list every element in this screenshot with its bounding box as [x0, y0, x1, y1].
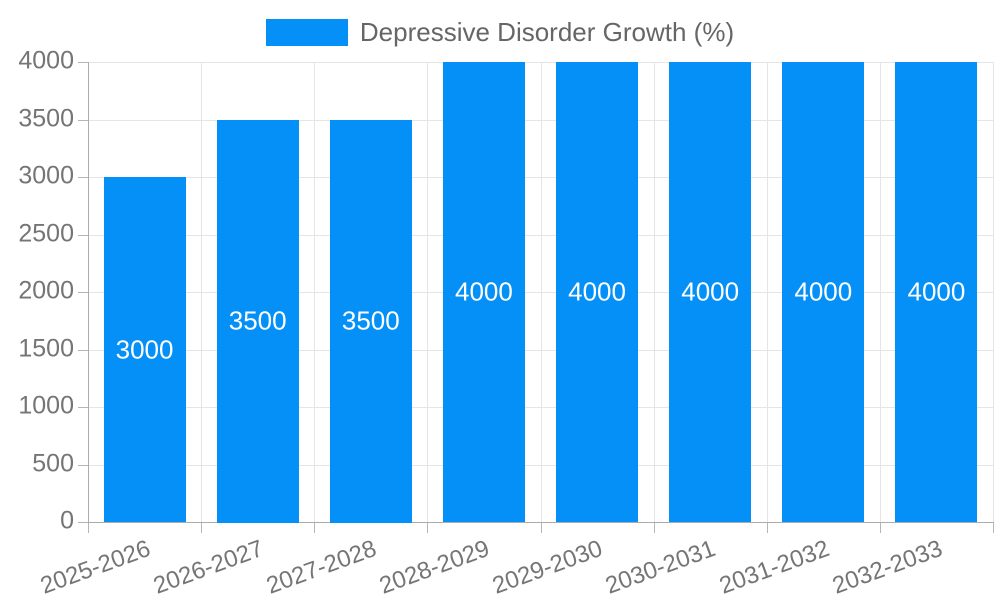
y-gridline: [88, 350, 993, 351]
bar[interactable]: [104, 177, 186, 522]
y-tick-mark: [78, 62, 88, 63]
legend[interactable]: Depressive Disorder Growth (%): [0, 14, 1000, 50]
x-tick-mark: [993, 522, 994, 533]
x-tick-mark: [767, 522, 768, 533]
bar[interactable]: [330, 120, 412, 523]
y-gridline: [88, 120, 993, 121]
x-gridline: [654, 62, 655, 522]
y-tick-label: 1000: [18, 391, 74, 420]
x-tick-mark: [427, 522, 428, 533]
y-tick-label: 3500: [18, 104, 74, 133]
x-tick-label: 2031-2032: [715, 535, 833, 600]
y-gridline: [88, 292, 993, 293]
x-tick-label: 2027-2028: [262, 535, 381, 600]
x-tick-mark: [880, 522, 881, 533]
y-tick-label: 4000: [18, 46, 74, 75]
bar[interactable]: [217, 120, 299, 523]
x-tick-label: 2028-2029: [376, 535, 494, 600]
bar[interactable]: [782, 62, 864, 522]
x-gridline: [201, 62, 202, 522]
y-tick-label: 1500: [18, 334, 74, 363]
y-gridline: [88, 465, 993, 466]
x-gridline: [541, 62, 542, 522]
y-tick-label: 3000: [18, 161, 74, 190]
x-axis: [88, 522, 993, 523]
y-tick-label: 2500: [18, 219, 74, 248]
bar-value-label: 3500: [228, 305, 287, 336]
bar-value-label: 4000: [568, 276, 626, 307]
y-gridline: [88, 407, 993, 408]
x-gridline: [993, 62, 994, 522]
y-gridline: [88, 62, 993, 63]
bar-value-label: 4000: [455, 276, 513, 307]
bar-value-label: 3000: [115, 334, 174, 364]
y-tick-mark: [78, 177, 88, 178]
bar[interactable]: [556, 62, 638, 522]
y-tick-mark: [78, 120, 88, 121]
y-tick-label: 2000: [18, 276, 74, 305]
x-gridline: [427, 62, 428, 522]
legend-swatch: [265, 18, 348, 46]
bar[interactable]: [443, 62, 525, 522]
x-tick-mark: [654, 522, 655, 533]
y-axis: [88, 62, 89, 523]
x-gridline: [880, 62, 881, 522]
x-tick-label: 2026-2027: [149, 535, 267, 600]
y-tick-mark: [78, 350, 88, 351]
y-tick-mark: [78, 292, 88, 293]
x-tick-label: 2032-2033: [828, 535, 946, 600]
x-tick-label: 2025-2026: [36, 535, 154, 600]
x-tick-mark: [88, 522, 89, 533]
y-tick-mark: [78, 407, 88, 408]
bar-value-label: 3500: [341, 305, 400, 336]
legend-label: Depressive Disorder Growth (%): [359, 16, 735, 47]
x-tick-mark: [541, 522, 542, 533]
y-tick-label: 0: [60, 506, 74, 535]
x-gridline: [314, 62, 315, 522]
x-gridline: [767, 62, 768, 522]
y-tick-mark: [78, 465, 88, 466]
y-gridline: [88, 235, 993, 236]
x-tick-label: 2030-2031: [602, 535, 720, 600]
bar[interactable]: [895, 62, 977, 522]
x-tick-mark: [201, 522, 202, 533]
y-tick-label: 500: [32, 449, 74, 478]
bar-value-label: 4000: [907, 276, 966, 307]
y-gridline: [88, 177, 993, 178]
bar-value-label: 4000: [794, 276, 853, 307]
bar[interactable]: [669, 62, 751, 522]
x-tick-label: 2029-2030: [489, 535, 607, 600]
y-tick-mark: [78, 235, 88, 236]
bar-value-label: 4000: [681, 276, 740, 307]
x-tick-mark: [314, 522, 315, 533]
y-tick-mark: [78, 522, 88, 523]
